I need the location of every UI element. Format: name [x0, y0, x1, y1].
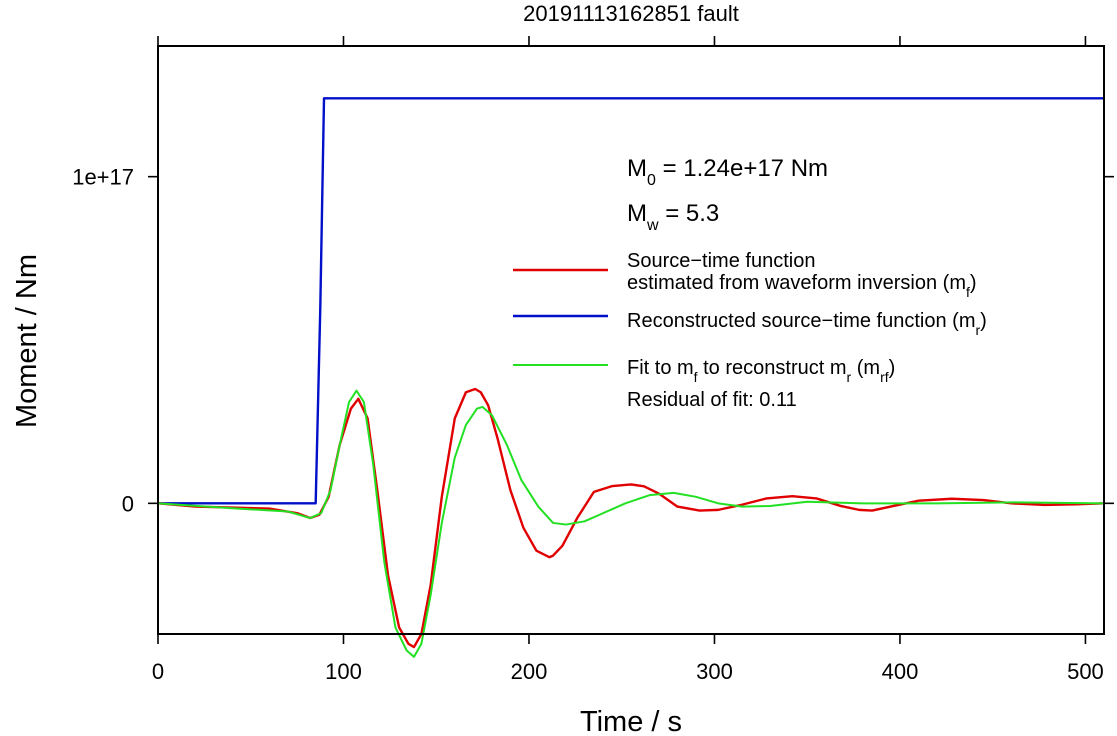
- y-tick-label: 1e+17: [72, 165, 134, 190]
- legend-label-1: Reconstructed source−time function (mr): [627, 310, 987, 338]
- x-tick-label: 500: [1067, 659, 1104, 684]
- x-tick-label: 300: [696, 659, 733, 684]
- series-layer: [157, 97, 1105, 658]
- y-tick-label: 0: [122, 491, 134, 516]
- annotation-layer: M0 = 1.24e+17 Nm Mw = 5.3 Residual of fit:…: [627, 155, 828, 411]
- axes-layer: 0 100 200 300 400 500 0 1e+17: [72, 36, 1114, 684]
- residual-annotation: Residual of fit: 0.11: [627, 389, 797, 411]
- mw-annotation: Mw = 5.3: [627, 200, 719, 234]
- x-tick-label: 400: [882, 659, 919, 684]
- y-axis-label: Moment / Nm: [11, 254, 43, 428]
- m0-annotation: M0 = 1.24e+17 Nm: [627, 155, 828, 189]
- legend-label-0: estimated from waveform inversion (mf): [627, 272, 977, 300]
- series-line-0: [158, 97, 1104, 505]
- chart-title: 20191113162851 fault: [523, 1, 739, 26]
- series-line-1: [157, 387, 1105, 649]
- x-tick-label: 100: [325, 659, 362, 684]
- legend-label-2: Fit to mf to reconstruct mr (mrf): [627, 357, 895, 385]
- x-tick-label: 200: [511, 659, 548, 684]
- legend-label-0: Source−time function: [627, 250, 815, 272]
- x-tick-label: 0: [152, 659, 164, 684]
- plot-frame: [157, 45, 1105, 635]
- x-axis-label: Time / s: [580, 706, 682, 736]
- series-line-2: [157, 389, 1105, 658]
